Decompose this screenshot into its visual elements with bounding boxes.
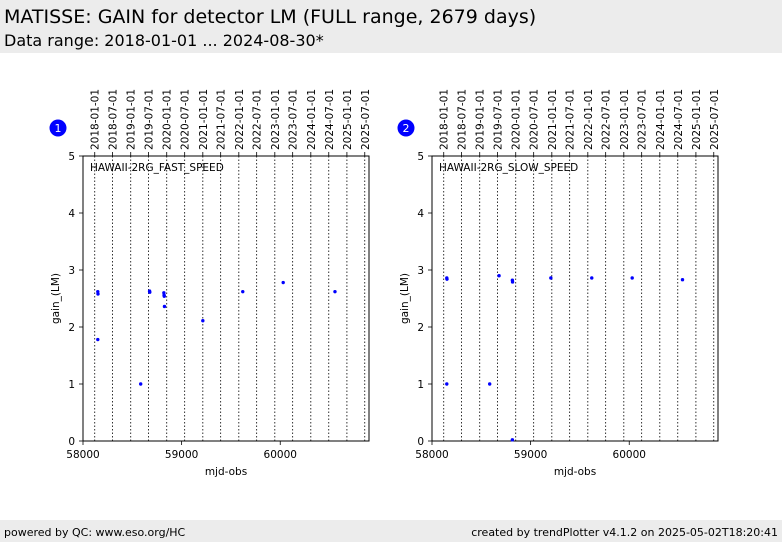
data-point [445,382,449,386]
y-tick-label: 0 [417,436,424,448]
data-point [510,280,515,284]
data-point [138,382,143,386]
footer-created-by: created by trendPlotter v4.1.2 on 2025-0… [471,526,778,539]
date-tick-label: 2018-01-01 [439,89,451,150]
data-point [549,276,553,280]
data-point [281,280,285,285]
y-tick-label: 0 [68,436,75,448]
y-tick-label: 1 [417,379,424,391]
y-tick-label: 5 [68,151,75,163]
data-point [96,292,100,296]
footer-bar: powered by QC: www.eso.org/HC created by… [0,520,782,542]
date-tick-label: 2019-01-01 [475,89,487,150]
header-bar: MATISSE: GAIN for detector LM (FULL rang… [0,0,782,53]
data-point [241,289,245,294]
date-tick-label: 2019-07-01 [144,89,156,150]
panel-badge [49,119,67,137]
x-tick-label: 58000 [66,449,99,461]
y-tick-label: 3 [68,265,75,277]
y-tick-label: 4 [68,208,75,220]
date-tick-label: 2023-07-01 [637,89,649,150]
date-tick-label: 2023-01-01 [270,89,282,150]
data-point [497,274,501,278]
data-point [680,277,685,282]
data-point [630,276,634,280]
date-tick-label: 2018-01-01 [90,89,102,150]
date-tick-label: 2020-07-01 [180,89,192,150]
date-tick-label: 2025-01-01 [342,89,354,150]
date-tick-label: 2024-07-01 [324,89,336,150]
date-tick-label: 2021-07-01 [565,89,577,150]
date-tick-label: 2018-07-01 [457,89,469,150]
date-tick-label: 2022-01-01 [234,89,246,150]
x-tick-label: 59000 [165,449,198,461]
date-tick-label: 2021-01-01 [198,89,210,150]
y-tick-label: 2 [417,322,424,334]
date-tick-label: 2023-01-01 [619,89,631,150]
panel-badge-label: 1 [55,122,62,135]
detector-mode-annotation: HAWAII-2RG_FAST_SPEED [90,162,224,174]
y-tick-label: 3 [417,265,424,277]
data-point [590,276,594,280]
date-tick-label: 2022-07-01 [252,89,264,150]
page-title: MATISSE: GAIN for detector LM (FULL rang… [4,6,537,28]
x-tick-label: 60000 [264,449,297,461]
x-axis-label: mjd-obs [554,466,596,478]
date-tick-label: 2019-07-01 [493,89,505,150]
x-tick-label: 60000 [613,449,646,461]
data-point [162,294,166,298]
footer-powered-by: powered by QC: www.eso.org/HC [4,526,186,539]
date-tick-label: 2024-01-01 [306,89,318,150]
date-tick-label: 2022-07-01 [601,89,613,150]
date-tick-label: 2021-07-01 [216,89,228,150]
date-tick-label: 2024-07-01 [673,89,685,150]
date-tick-label: 2025-01-01 [691,89,703,150]
y-tick-label: 2 [68,322,75,334]
y-axis-label: gain_(LM) [399,273,411,324]
date-tick-label: 2022-01-01 [583,89,595,150]
data-point [201,319,205,323]
panel-badge [397,119,415,137]
date-tick-label: 2019-01-01 [126,89,138,150]
chart-panel-2: 2018-01-01 2018-07-01 2019-01-01 2019-07-01… [397,89,721,478]
y-tick-label: 5 [417,151,424,163]
detector-mode-annotation: HAWAII-2RG_SLOW_SPEED [439,162,578,174]
date-tick-label: 2025-07-01 [709,89,721,150]
panel-badge-label: 2 [403,122,410,135]
data-range-subtitle: Data range: 2018-01-01 ... 2024-08-30* [4,31,324,50]
x-tick-label: 58000 [415,449,448,461]
y-tick-label: 1 [68,379,75,391]
date-tick-label: 2020-07-01 [529,89,541,150]
plot-frame [82,155,370,442]
x-axis-label: mjd-obs [205,466,247,478]
data-point [445,277,449,281]
data-point [333,289,337,294]
date-tick-label: 2020-01-01 [162,89,174,150]
data-point [510,438,515,442]
data-point [487,382,492,386]
date-tick-label: 2025-07-01 [360,89,372,150]
date-tick-label: 2021-01-01 [547,89,559,150]
date-tick-label: 2023-07-01 [288,89,300,150]
chart-panel-1: 2018-01-01 2018-07-01 2019-01-01 2019-07-01… [49,89,372,478]
data-point [96,337,100,342]
date-tick-label: 2018-07-01 [108,89,120,150]
data-point [162,304,167,309]
x-tick-label: 59000 [514,449,547,461]
date-tick-label: 2020-01-01 [511,89,523,150]
data-point [148,290,152,294]
plot-frame [431,155,719,442]
date-tick-label: 2024-01-01 [655,89,667,150]
y-axis-label: gain_(LM) [50,273,62,324]
y-tick-label: 4 [417,208,424,220]
